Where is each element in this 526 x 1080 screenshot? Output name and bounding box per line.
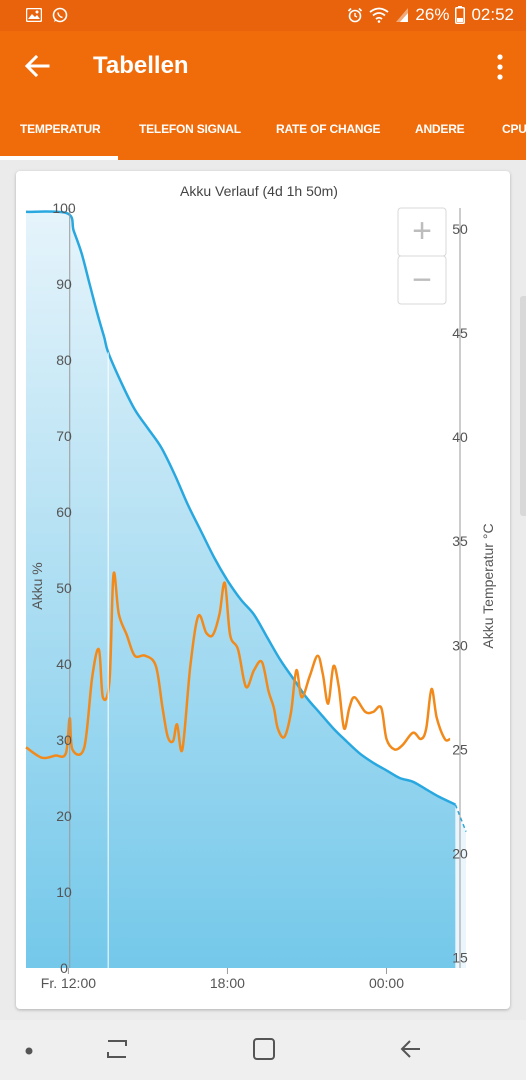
page-title: Tabellen xyxy=(93,52,189,79)
battery-icon xyxy=(455,6,466,24)
signal-icon xyxy=(396,8,409,22)
notification-icons xyxy=(26,7,68,23)
back-icon[interactable] xyxy=(398,1036,424,1062)
y2-axis-label: Akku Temperatur °C xyxy=(480,523,496,648)
overflow-menu-icon[interactable] xyxy=(494,53,506,81)
tab-bar: TEMPERATUR TELEFON SIGNAL RATE OF CHANGE… xyxy=(0,103,526,160)
clock: 02:52 xyxy=(471,5,514,24)
home-icon[interactable] xyxy=(251,1036,277,1062)
gallery-icon xyxy=(26,8,42,22)
whatsapp-icon xyxy=(52,7,68,23)
x-tick-label: 00:00 xyxy=(369,975,404,991)
zoom-out-button[interactable]: − xyxy=(397,255,447,305)
y-tick-label: 0 xyxy=(60,960,68,976)
system-nav-bar xyxy=(0,1020,526,1080)
battery-forecast-line xyxy=(454,804,467,832)
wifi-icon xyxy=(369,7,389,23)
zoom-in-button[interactable]: + xyxy=(397,207,447,257)
edge-panel-handle[interactable] xyxy=(520,296,526,516)
battery-history-chart[interactable]: Akku Verlauf (4d 1h 50m) 0 10 20 30 40 50 60 70… xyxy=(16,171,510,1009)
y2-tick-label: 45 xyxy=(452,325,468,341)
tab-rate-of-change[interactable]: RATE OF CHANGE xyxy=(276,122,381,136)
tab-temperatur[interactable]: TEMPERATUR xyxy=(20,122,101,136)
chart-title: Akku Verlauf (4d 1h 50m) xyxy=(180,183,338,199)
y-tick-label: 30 xyxy=(56,732,72,748)
y-tick-label: 70 xyxy=(56,428,72,444)
y-tick-label: 60 xyxy=(56,504,72,520)
y-tick-label: 100 xyxy=(52,200,76,216)
y2-tick-label: 30 xyxy=(452,637,468,653)
y-tick-label: 50 xyxy=(56,580,72,596)
x-tick-label: Fr. 12:00 xyxy=(41,975,96,991)
y-axis-label: Akku % xyxy=(29,562,45,609)
x-tick-label: 18:00 xyxy=(210,975,245,991)
battery-line xyxy=(25,210,456,806)
alarm-icon xyxy=(348,7,363,23)
y-tick-label: 40 xyxy=(56,656,72,672)
battery-forecast-area xyxy=(455,804,466,968)
y2-tick-label: 35 xyxy=(452,533,468,549)
y2-tick-label: 40 xyxy=(452,429,468,445)
system-status: 26% 02:52 xyxy=(347,5,514,25)
back-arrow-icon[interactable] xyxy=(22,51,52,81)
tab-cpu[interactable]: CPU xyxy=(502,122,526,136)
zoom-out-label: − xyxy=(412,261,432,299)
zoom-in-label: + xyxy=(412,212,432,250)
app-bar: Tabellen xyxy=(0,31,526,103)
temperature-line xyxy=(25,571,451,760)
recent-apps-icon[interactable] xyxy=(104,1036,130,1062)
y-tick-label: 10 xyxy=(56,884,72,900)
y2-tick-label: 25 xyxy=(452,741,468,757)
y-tick-label: 80 xyxy=(56,352,72,368)
tab-andere[interactable]: ANDERE xyxy=(415,122,465,136)
chart-card: Akku Verlauf (4d 1h 50m) 0 10 20 30 40 50 60 70… xyxy=(16,171,510,1009)
y2-tick-label: 20 xyxy=(452,846,468,862)
y2-tick-label: 15 xyxy=(452,950,468,966)
dot-icon[interactable] xyxy=(24,1046,34,1056)
tab-indicator xyxy=(0,156,118,160)
battery-area xyxy=(26,211,456,968)
status-bar: 26% 02:52 xyxy=(0,0,526,31)
y-tick-label: 20 xyxy=(56,808,72,824)
tab-telefon-signal[interactable]: TELEFON SIGNAL xyxy=(139,122,241,136)
y2-tick-label: 50 xyxy=(452,221,468,237)
battery-percent: 26% xyxy=(415,5,450,24)
y-tick-label: 90 xyxy=(56,276,72,292)
